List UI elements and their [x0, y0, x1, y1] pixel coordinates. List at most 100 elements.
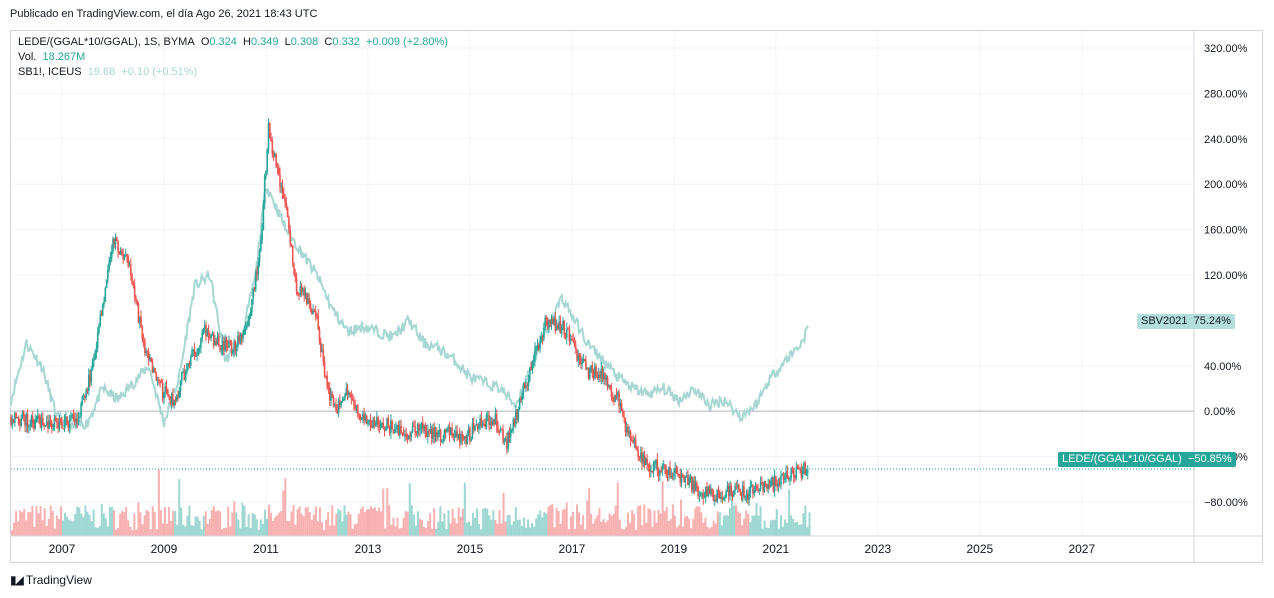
- candle-body: [175, 395, 178, 401]
- candle-body: [311, 308, 313, 314]
- candle-body: [392, 429, 395, 434]
- candle-body: [495, 413, 498, 426]
- volume-bar: [408, 483, 411, 536]
- candle-body: [98, 325, 100, 334]
- candle-body: [339, 400, 341, 406]
- x-tick-label: 2019: [661, 542, 688, 556]
- candle-body: [211, 332, 214, 335]
- candle-body: [317, 315, 320, 330]
- volume-bar: [345, 514, 348, 536]
- candle-body: [285, 202, 288, 208]
- candle-body: [72, 414, 75, 419]
- footer-brand[interactable]: ▮◢ TradingView: [10, 573, 92, 587]
- volume-bar: [200, 529, 203, 536]
- candle-body: [252, 288, 255, 300]
- volume-bar: [47, 518, 50, 536]
- candle-body: [322, 349, 325, 362]
- candle-body: [694, 482, 697, 492]
- candle-body: [670, 476, 673, 478]
- legend-main-row[interactable]: LEDE/(GGAL*10/GGAL), 1S, BYMA O0.324 H0.…: [18, 35, 448, 50]
- candle-body: [154, 367, 156, 373]
- volume-bar: [590, 513, 593, 536]
- volume-bar: [700, 512, 703, 536]
- candle-body: [777, 483, 780, 487]
- volume-bar: [92, 509, 95, 536]
- volume-bar: [494, 520, 497, 536]
- candle-body: [242, 334, 244, 339]
- volume-bar: [212, 506, 215, 536]
- candle-body: [616, 392, 619, 398]
- volume-bar: [178, 479, 181, 536]
- candle-body: [803, 462, 805, 470]
- candle-body: [101, 303, 104, 316]
- legend-volume-row[interactable]: Vol. 18.267M: [18, 50, 448, 65]
- volume-bar: [714, 523, 717, 536]
- volume-bar: [753, 515, 756, 536]
- candle-body: [489, 422, 492, 425]
- candle-body: [684, 477, 687, 482]
- volume-bar: [549, 504, 552, 536]
- candle-body: [268, 122, 271, 138]
- candle-body: [243, 329, 246, 335]
- series-line-compare[interactable]: [10, 188, 810, 433]
- volume-bar: [437, 521, 440, 536]
- volume-bar: [765, 527, 768, 536]
- legend-volume-value: 18.267M: [42, 51, 86, 63]
- volume-bar: [312, 514, 315, 536]
- legend-low-label: L: [284, 36, 291, 48]
- volume-bar: [510, 524, 513, 536]
- candle-body: [135, 297, 137, 301]
- candle-body: [608, 385, 610, 387]
- volume-bar: [808, 512, 811, 536]
- candle-body: [648, 465, 651, 472]
- volume-bar: [380, 511, 383, 536]
- candle-body: [484, 423, 487, 427]
- volume-bar: [502, 492, 505, 536]
- candle-body: [424, 425, 427, 432]
- candle-body: [205, 325, 207, 337]
- volume-bar: [372, 508, 375, 536]
- candle-body: [395, 428, 397, 430]
- candle-body: [10, 416, 12, 425]
- volume-bar: [608, 513, 611, 536]
- legend-compare-row[interactable]: SB1!, ICEUS 19.68 +0.10 (+0.51%): [18, 65, 448, 80]
- volume-bar: [157, 469, 160, 536]
- candle-body: [767, 484, 770, 489]
- candle-body: [141, 326, 144, 339]
- volume-bar: [500, 523, 503, 536]
- candle-body: [472, 423, 475, 431]
- volume-bar: [594, 518, 597, 536]
- candle-body: [363, 413, 365, 421]
- candle-body: [461, 434, 464, 439]
- volume-bar: [474, 517, 477, 536]
- volume-bar: [221, 529, 224, 536]
- volume-bar: [390, 524, 393, 536]
- candle-body: [62, 428, 65, 430]
- candle-body: [521, 392, 523, 400]
- candle-body: [214, 341, 216, 346]
- candle-body: [643, 454, 646, 465]
- series-candles-main[interactable]: [10, 118, 809, 507]
- volume-bar: [775, 509, 778, 536]
- chart-frame[interactable]: [10, 30, 1263, 563]
- volume-bar: [45, 526, 48, 536]
- candle-body: [386, 418, 388, 429]
- candle-body: [523, 383, 526, 389]
- candle-body: [181, 372, 183, 381]
- volume-bar: [761, 528, 764, 536]
- candle-body: [99, 314, 102, 326]
- volume-bar: [37, 513, 40, 536]
- volume-bar: [117, 528, 120, 536]
- volume-bar: [539, 510, 542, 536]
- candle-body: [188, 363, 191, 366]
- volume-bar: [741, 525, 744, 536]
- candle-body: [506, 438, 508, 449]
- candle-body: [30, 416, 33, 426]
- candle-body: [304, 292, 307, 296]
- candle-body: [578, 354, 581, 359]
- candle-body: [413, 425, 415, 427]
- candle-body: [443, 429, 446, 441]
- candle-body: [516, 410, 518, 420]
- candle-body: [65, 416, 67, 420]
